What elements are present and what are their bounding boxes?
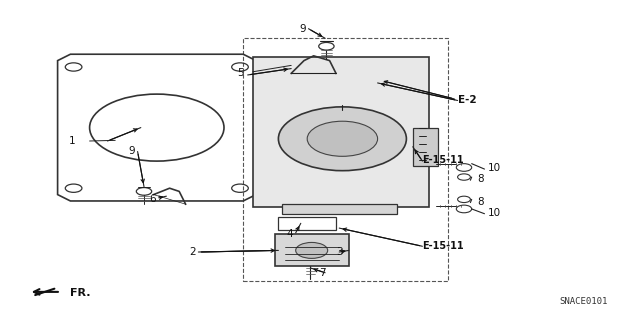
Text: 1: 1 <box>69 136 76 146</box>
Text: 4: 4 <box>287 228 293 239</box>
Text: 10: 10 <box>488 163 501 174</box>
Text: 2: 2 <box>189 247 195 257</box>
Bar <box>275 234 349 266</box>
Bar <box>253 57 429 207</box>
Text: E-15-11: E-15-11 <box>422 241 464 251</box>
Text: 8: 8 <box>477 197 483 207</box>
Circle shape <box>278 107 406 171</box>
Bar <box>278 217 336 230</box>
Bar <box>243 38 448 281</box>
Text: FR.: FR. <box>70 288 91 298</box>
Text: 5: 5 <box>237 68 243 78</box>
Text: 9: 9 <box>128 145 134 156</box>
Text: 9: 9 <box>300 24 306 34</box>
Text: 3: 3 <box>336 247 342 257</box>
Text: E-15-11: E-15-11 <box>422 155 464 166</box>
Bar <box>282 204 397 214</box>
Text: SNACE0101: SNACE0101 <box>559 297 608 306</box>
Text: E-2: E-2 <box>458 94 476 105</box>
Text: 10: 10 <box>488 208 501 218</box>
Circle shape <box>307 121 378 156</box>
Text: 8: 8 <box>477 174 483 184</box>
Bar <box>413 128 438 166</box>
Circle shape <box>296 242 328 258</box>
Text: 7: 7 <box>319 268 325 278</box>
Text: 6: 6 <box>149 194 156 204</box>
